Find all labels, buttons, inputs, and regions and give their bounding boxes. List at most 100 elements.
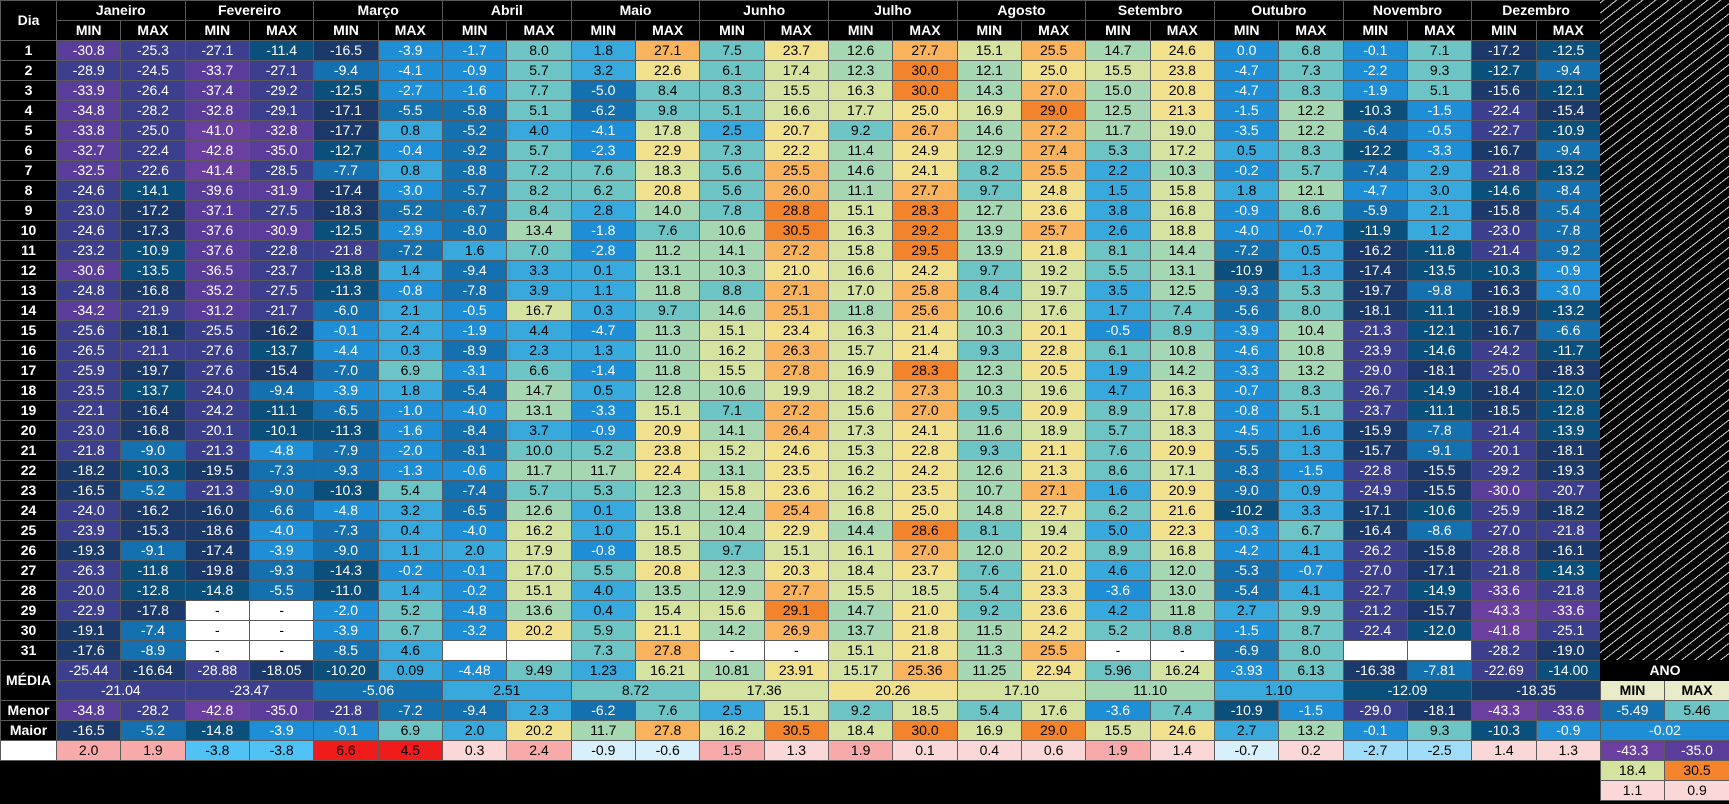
temp-cell: 11.7 bbox=[1085, 120, 1151, 141]
min-header: MIN bbox=[441, 20, 508, 41]
temp-cell: -12.8 bbox=[1535, 400, 1601, 421]
temp-cell: 11.3 bbox=[634, 320, 701, 341]
temp-cell: 27.2 bbox=[763, 400, 830, 421]
temp-cell: -3.6 bbox=[1085, 580, 1151, 601]
temp-cell: -17.6 bbox=[55, 640, 122, 661]
temp-cell: -18.2 bbox=[55, 460, 122, 481]
temp-cell bbox=[1406, 640, 1473, 661]
temp-cell: -3.9 bbox=[377, 40, 444, 61]
temp-cell: -4.7 bbox=[570, 320, 637, 341]
temp-cell: -13.9 bbox=[1535, 420, 1601, 441]
temp-cell: 2.6 bbox=[1085, 220, 1151, 241]
table-row: 3 -33.9 -26.4 -37.4 -29.2 -12.5 -2.7 -1.6 7.7 -5.… bbox=[0, 80, 1601, 101]
temp-cell: -5.5 bbox=[248, 580, 315, 601]
temp-cell: -23.7 bbox=[1342, 400, 1408, 421]
temp-cell: -19.3 bbox=[55, 540, 122, 561]
month-header-11: Dezembro bbox=[1471, 0, 1601, 21]
day-number: 13 bbox=[0, 280, 57, 301]
min-header: MIN bbox=[1471, 20, 1537, 41]
temp-cell: 4.0 bbox=[570, 580, 637, 601]
temp-cell: 3.5 bbox=[1085, 280, 1151, 301]
temp-cell: 20.2 bbox=[506, 620, 572, 641]
temp-cell: 6.2 bbox=[570, 180, 637, 201]
temp-cell: -17.3 bbox=[120, 220, 186, 241]
temp-cell: 7.3 bbox=[699, 140, 765, 161]
temp-cell: -20.1 bbox=[1471, 440, 1537, 461]
temp-cell: -14.9 bbox=[1406, 380, 1473, 401]
maior-cell: -5.2 bbox=[120, 720, 186, 741]
anomaly-cell: 1.4 bbox=[1471, 740, 1537, 761]
temp-cell: -28.2 bbox=[120, 100, 186, 121]
media-cell: -4.48 bbox=[441, 660, 508, 681]
temp-cell: 5.0 bbox=[1085, 520, 1151, 541]
temp-cell: 24.2 bbox=[892, 260, 958, 281]
temp-cell: -8.9 bbox=[441, 340, 508, 361]
temp-cell: -25.6 bbox=[55, 320, 122, 341]
temp-cell: 8.8 bbox=[699, 280, 765, 301]
temp-cell: -10.3 bbox=[313, 480, 379, 501]
temp-cell: 3.7 bbox=[506, 420, 572, 441]
maior-cell: 6.9 bbox=[377, 720, 444, 741]
temp-cell: -17.4 bbox=[1342, 260, 1408, 281]
temp-cell: 8.3 bbox=[1278, 80, 1344, 101]
temp-cell: 3.2 bbox=[377, 500, 444, 521]
ano-maior-max: 30.5 bbox=[1664, 760, 1729, 781]
maior-cell: 9.3 bbox=[1406, 720, 1473, 741]
temp-cell: -20.1 bbox=[184, 420, 250, 441]
temp-cell: -7.0 bbox=[313, 360, 379, 381]
temp-cell: -4.8 bbox=[441, 600, 508, 621]
temp-cell: 13.1 bbox=[699, 460, 765, 481]
temp-cell: -30.0 bbox=[1471, 480, 1537, 501]
temp-cell: -22.8 bbox=[1342, 460, 1408, 481]
temp-cell: -10.3 bbox=[1471, 260, 1537, 281]
day-number: 30 bbox=[0, 620, 57, 641]
temp-cell: -3.3 bbox=[1406, 140, 1473, 161]
media-label: MÉDIA bbox=[0, 660, 57, 701]
temp-cell: -18.6 bbox=[184, 520, 250, 541]
temp-cell: 19.2 bbox=[1020, 260, 1087, 281]
month-header-4: Maio bbox=[570, 0, 701, 21]
temp-cell: 14.3 bbox=[956, 80, 1022, 101]
temp-cell: 16.3 bbox=[827, 80, 894, 101]
anomaly-label bbox=[0, 740, 57, 761]
temp-cell: -9.0 bbox=[120, 440, 186, 461]
temp-cell: 15.8 bbox=[1149, 180, 1215, 201]
anomaly-cell: 1.9 bbox=[1085, 740, 1151, 761]
temp-cell: -21.8 bbox=[1535, 520, 1601, 541]
anomaly-cell: 0.4 bbox=[956, 740, 1022, 761]
temp-cell: 27.8 bbox=[634, 640, 701, 661]
temp-cell: 29.1 bbox=[763, 600, 830, 621]
temp-cell: 5.1 bbox=[1406, 80, 1473, 101]
temp-cell: -16.8 bbox=[120, 420, 186, 441]
temp-cell: 29.5 bbox=[892, 240, 958, 261]
temp-cell: -19.0 bbox=[1535, 640, 1601, 661]
temp-cell: -6.0 bbox=[313, 300, 379, 321]
temp-cell: -22.4 bbox=[120, 140, 186, 161]
temp-cell: 10.3 bbox=[956, 320, 1022, 341]
max-header: MAX bbox=[1535, 20, 1601, 41]
temp-cell: 4.0 bbox=[506, 120, 572, 141]
temp-cell: 19.4 bbox=[1020, 520, 1087, 541]
temp-cell: 14.7 bbox=[1085, 40, 1151, 61]
temp-cell: 15.1 bbox=[956, 40, 1022, 61]
temp-cell: 11.8 bbox=[827, 300, 894, 321]
table-row: 29 -22.9 -17.8- - -2.0 5.2 -4.8 13.6 0.4 15.4 15.6… bbox=[0, 600, 1601, 621]
day-number: 7 bbox=[0, 160, 57, 181]
temp-cell: 16.3 bbox=[827, 320, 894, 341]
temp-cell: 21.6 bbox=[1149, 500, 1215, 521]
temp-cell: -10.9 bbox=[1535, 120, 1601, 141]
temp-cell: -3.3 bbox=[570, 400, 637, 421]
temp-cell: -13.2 bbox=[1535, 300, 1601, 321]
month-header-1: Fevereiro bbox=[184, 0, 315, 21]
temp-cell: 22.7 bbox=[1020, 500, 1087, 521]
day-number: 29 bbox=[0, 600, 57, 621]
temp-cell: 1.6 bbox=[1278, 420, 1344, 441]
temp-cell: 5.2 bbox=[1085, 620, 1151, 641]
temp-cell: 24.2 bbox=[892, 460, 958, 481]
temp-cell: 5.2 bbox=[570, 440, 637, 461]
temp-cell: 28.3 bbox=[892, 360, 958, 381]
temp-cell: -12.5 bbox=[313, 80, 379, 101]
temp-cell: 1.0 bbox=[570, 520, 637, 541]
temp-cell: -3.5 bbox=[1213, 120, 1280, 141]
temp-cell: -2.7 bbox=[377, 80, 444, 101]
